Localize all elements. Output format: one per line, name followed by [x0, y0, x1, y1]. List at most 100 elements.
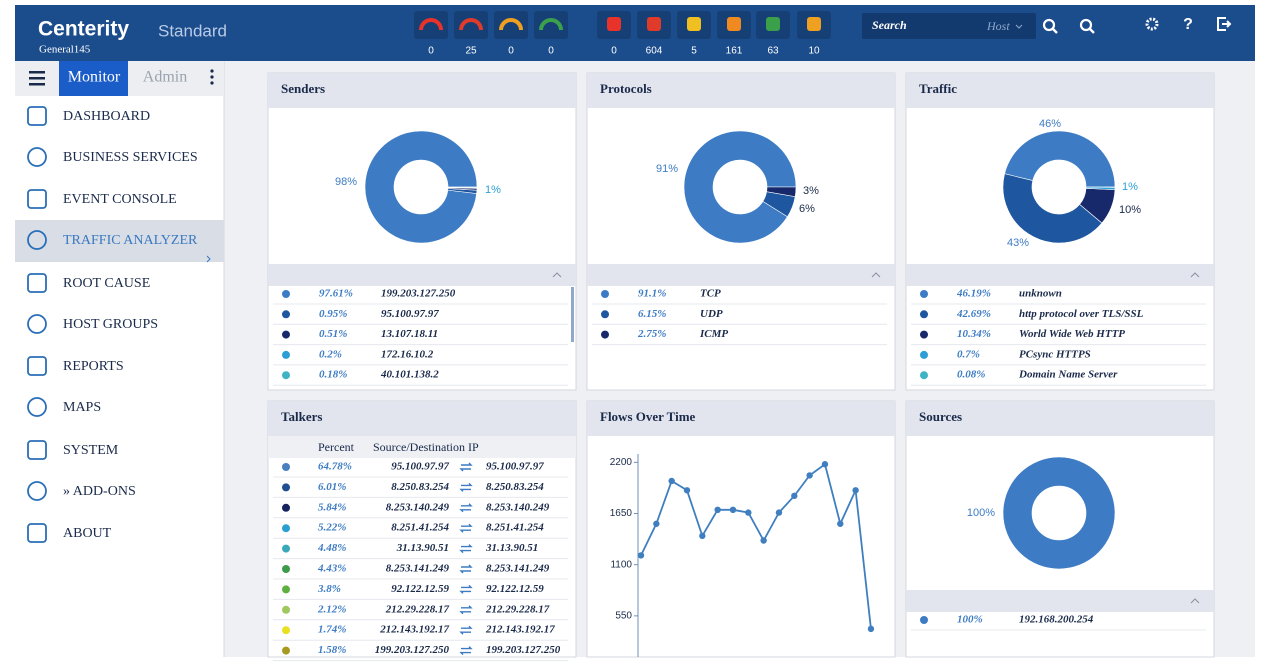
exchange-icon [459, 462, 473, 472]
menu-item[interactable]: SYSTEM [63, 443, 119, 458]
y-tick-label: 1100 [610, 559, 632, 570]
menu-item-active[interactable] [15, 220, 224, 262]
status-count: 0 [508, 46, 514, 57]
flow-point [668, 477, 675, 485]
row-name: World Wide Web HTTP [1019, 328, 1125, 340]
collapse-caret [1190, 598, 1200, 604]
exchange-icon [459, 625, 473, 635]
menu-icon[interactable] [27, 273, 47, 293]
exchange-icon [459, 544, 473, 554]
row-source: 8.251.41.254 [391, 522, 449, 534]
row-percent: 0.18% [319, 369, 347, 381]
legend-dot [282, 483, 290, 492]
row-destination: 199.203.127.250 [486, 644, 561, 656]
menu-icon[interactable] [27, 523, 47, 543]
tab[interactable]: Monitor [68, 69, 121, 86]
zoom-icon[interactable] [1079, 18, 1093, 32]
row-destination: 95.100.97.97 [486, 461, 544, 473]
settings-icon[interactable] [1145, 17, 1159, 31]
row-name: 13.107.18.11 [381, 328, 438, 340]
row-percent: 97.61% [319, 288, 353, 300]
flow-point [867, 625, 875, 633]
menu-item[interactable]: REPORTS [63, 359, 124, 374]
row-percent: 91.1% [638, 288, 666, 300]
more-dot[interactable] [210, 75, 214, 79]
flow-point [637, 552, 645, 559]
menu-item[interactable]: TRAFFIC ANALYZER [63, 233, 198, 248]
tab[interactable]: Admin [143, 69, 187, 86]
status-icon-bg[interactable] [534, 11, 568, 39]
panel-header [268, 401, 576, 436]
collapse-caret [871, 272, 881, 278]
menu-icon[interactable] [27, 440, 47, 460]
status-count: 0 [611, 46, 617, 57]
flow-point [699, 532, 706, 540]
row-percent: 0.2% [319, 348, 342, 360]
y-tick-label: 550 [615, 611, 632, 622]
status-icon-bg[interactable] [454, 11, 488, 39]
status-count: 0 [548, 46, 554, 57]
menu-item[interactable]: MAPS [63, 400, 101, 415]
row-percent: 1.74% [318, 624, 346, 636]
more-dot[interactable] [210, 69, 214, 73]
menu-item[interactable]: ABOUT [63, 526, 112, 541]
row-name: http protocol over TLS/SSL [1019, 308, 1144, 320]
donut-slice [1002, 456, 1116, 570]
menu-item[interactable]: DASHBOARD [63, 109, 150, 124]
status-count: 604 [646, 46, 663, 57]
flow-point [683, 487, 691, 494]
status-icon [766, 17, 780, 31]
status-icon-bg[interactable] [414, 11, 448, 39]
collapse-bar[interactable] [587, 264, 895, 286]
collapse-bar[interactable] [906, 264, 1214, 286]
panel [905, 400, 1215, 658]
logout-icon[interactable] [1217, 17, 1232, 31]
row-percent: 42.69% [956, 308, 991, 320]
status-icon [499, 18, 523, 31]
menu-toggle-line[interactable] [29, 77, 45, 80]
menu-item[interactable]: HOST GROUPS [63, 317, 158, 332]
search-scope[interactable]: Host [986, 19, 1010, 33]
search-icon[interactable] [1042, 18, 1056, 32]
menu-toggle-line[interactable] [29, 83, 45, 86]
user: General145 [39, 44, 91, 56]
menu-item[interactable]: BUSINESS SERVICES [63, 150, 198, 165]
menu-item[interactable]: EVENT CONSOLE [63, 192, 177, 207]
status-icon [687, 17, 701, 31]
flow-point [806, 472, 813, 479]
panel-title: Talkers [281, 409, 322, 424]
menu-item[interactable]: ROOT CAUSE [63, 276, 150, 291]
menu-icon[interactable] [27, 314, 47, 334]
y-tick-label: 1650 [610, 508, 633, 519]
collapse-bar[interactable] [906, 590, 1214, 612]
help-icon[interactable]: ? [1183, 16, 1193, 33]
menu-item[interactable]: » ADD-ONS [63, 484, 136, 499]
menu-icon[interactable] [27, 189, 47, 209]
legend-dot [282, 350, 290, 359]
status-count: 5 [691, 46, 697, 57]
search-box[interactable] [862, 13, 1036, 39]
tab-active[interactable] [59, 61, 128, 96]
menu-icon[interactable] [27, 230, 47, 250]
submenu-caret [206, 255, 211, 263]
menu-toggle-line[interactable] [29, 71, 45, 74]
panel-title: Senders [281, 81, 325, 96]
panel-title: Sources [919, 409, 962, 424]
collapse-bar[interactable] [268, 264, 576, 286]
menu-icon[interactable] [27, 106, 47, 126]
status-icon [459, 18, 483, 31]
status-icon-bg[interactable] [494, 11, 528, 39]
search-placeholder[interactable]: Search [872, 18, 907, 32]
row-percent: 6.01% [318, 481, 346, 493]
donut-slice [1004, 130, 1116, 188]
row-source: 8.250.83.254 [391, 481, 449, 493]
row-name: PCsync HTTPS [1019, 348, 1091, 360]
flow-point [760, 537, 767, 544]
row-percent: 2.12% [317, 603, 346, 615]
menu-icon[interactable] [27, 397, 47, 417]
more-dot[interactable] [210, 81, 214, 85]
menu-icon[interactable] [27, 356, 47, 376]
menu-icon[interactable] [27, 147, 47, 167]
menu-icon[interactable] [27, 481, 47, 501]
exchange-icon [459, 605, 473, 615]
